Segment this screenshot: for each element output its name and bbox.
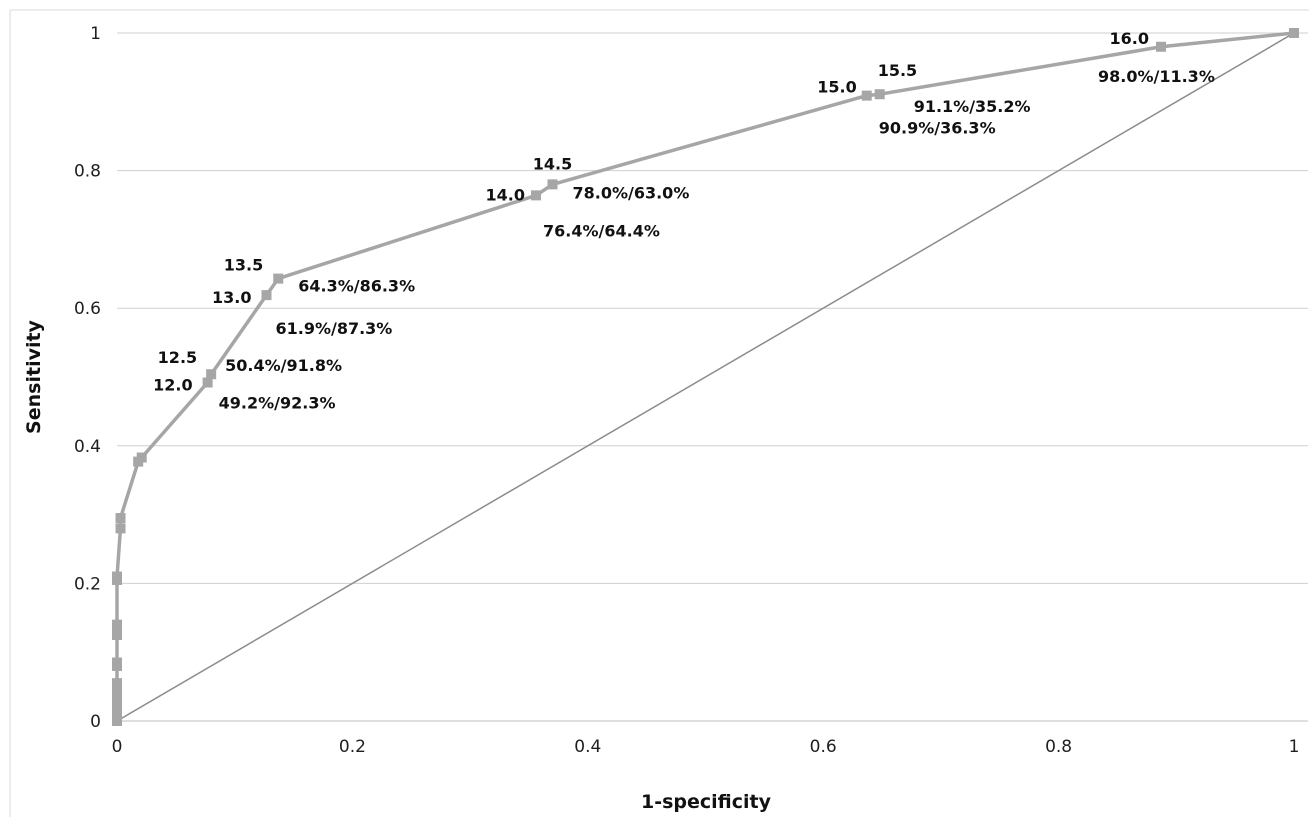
roc-point-marker bbox=[112, 571, 122, 582]
y-tick-label: 0.4 bbox=[74, 437, 101, 457]
y-tick-label: 1 bbox=[90, 24, 101, 44]
roc-point-marker bbox=[861, 90, 872, 101]
roc-point-marker bbox=[115, 513, 126, 524]
roc-point-marker bbox=[1155, 41, 1166, 52]
y-tick-label: 0 bbox=[90, 712, 101, 732]
point-label: 13.5 bbox=[224, 256, 263, 275]
reference-diagonal-line bbox=[116, 32, 1295, 722]
point-label: 14.0 bbox=[486, 185, 525, 204]
x-axis-title: 1-specificity bbox=[641, 791, 772, 813]
roc-point-marker bbox=[206, 369, 217, 380]
roc-point-marker bbox=[261, 290, 272, 301]
point-label: 12.0 bbox=[153, 376, 192, 395]
gridlines bbox=[117, 32, 1308, 584]
point-label: 50.4%/91.8% bbox=[225, 356, 342, 375]
roc-point-marker bbox=[115, 523, 126, 534]
roc-point-marker bbox=[273, 273, 284, 284]
roc-point-marker bbox=[136, 452, 147, 463]
y-tick-label: 0.2 bbox=[74, 574, 101, 594]
point-label: 15.5 bbox=[878, 61, 917, 80]
y-tick-label: 0.8 bbox=[74, 162, 101, 182]
series bbox=[112, 28, 1299, 726]
point-label: 98.0%/11.3% bbox=[1098, 67, 1215, 86]
roc-point-marker bbox=[112, 709, 122, 720]
x-tick-label: 0.6 bbox=[810, 737, 837, 757]
point-label: 49.2%/92.3% bbox=[219, 394, 336, 413]
roc-point-marker bbox=[112, 678, 122, 689]
axes: 0 0.2 0.4 0.6 0.8 1 0 0.2 0.4 0.6 0.8 1 bbox=[74, 24, 1308, 757]
x-tick-label: 0 bbox=[112, 737, 123, 757]
roc-point-marker bbox=[112, 657, 122, 668]
point-label: 14.5 bbox=[533, 154, 572, 173]
point-label: 16.0 bbox=[1110, 29, 1149, 48]
roc-point-marker bbox=[112, 695, 122, 706]
roc-point-marker bbox=[112, 688, 122, 699]
roc-point-marker bbox=[202, 377, 213, 388]
roc-point-marker bbox=[112, 702, 122, 713]
point-label: 61.9%/87.3% bbox=[275, 319, 392, 338]
roc-point-marker bbox=[547, 179, 558, 190]
roc-point-marker bbox=[874, 89, 885, 100]
roc-point-marker bbox=[112, 619, 122, 630]
point-labels: 12.0 12.5 50.4%/91.8% 49.2%/92.3% 13.0 13.5 64… bbox=[153, 29, 1215, 413]
x-tick-label: 0.2 bbox=[339, 737, 366, 757]
point-label: 90.9%/36.3% bbox=[879, 119, 996, 138]
point-label: 13.0 bbox=[212, 288, 251, 307]
roc-point-marker bbox=[531, 190, 542, 201]
roc-point-marker bbox=[1289, 28, 1299, 38]
x-tick-label: 1 bbox=[1289, 737, 1300, 757]
point-label: 91.1%/35.2% bbox=[914, 97, 1031, 116]
x-tick-label: 0.4 bbox=[574, 737, 601, 757]
x-tick-label: 0.8 bbox=[1045, 737, 1072, 757]
y-tick-label: 0.6 bbox=[74, 299, 101, 319]
point-label: 15.0 bbox=[817, 78, 856, 97]
point-label: 76.4%/64.4% bbox=[543, 221, 660, 240]
roc-point-marker bbox=[112, 630, 122, 640]
point-label: 78.0%/63.0% bbox=[572, 183, 689, 202]
point-label: 64.3%/86.3% bbox=[298, 277, 415, 296]
point-label: 12.5 bbox=[158, 348, 197, 367]
y-axis-title: Sensitivity bbox=[23, 319, 45, 433]
